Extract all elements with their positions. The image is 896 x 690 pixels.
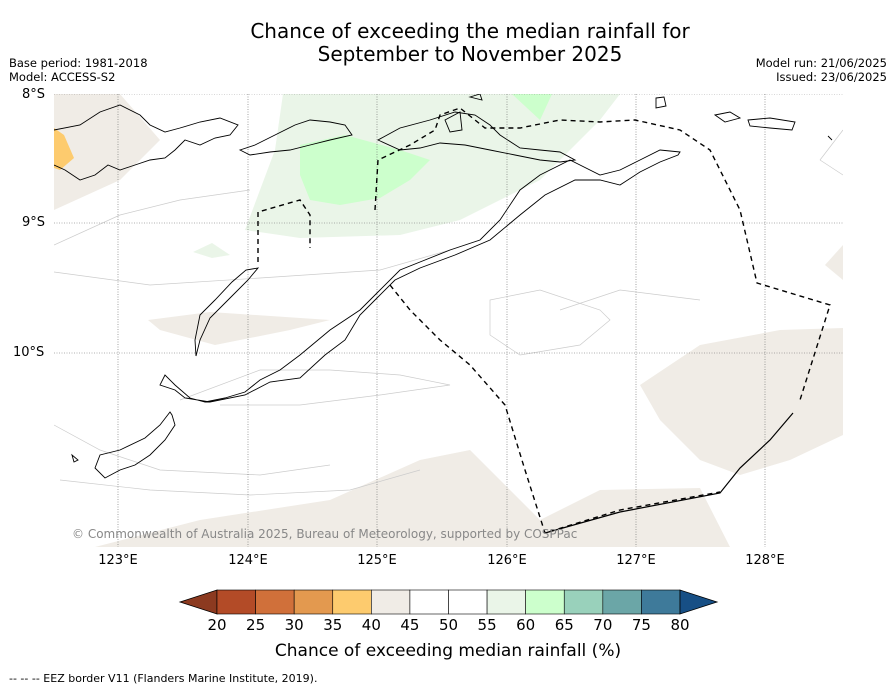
- colorbar-tick-label: 30: [284, 616, 304, 634]
- model-name: Model: ACCESS-S2: [9, 70, 116, 84]
- title-line-1: Chance of exceeding the median rainfall …: [250, 19, 690, 43]
- atauro-island: [468, 94, 483, 101]
- eez-border-solid: [544, 412, 794, 534]
- leti-island: [713, 111, 742, 123]
- contour-lines: [54, 129, 843, 496]
- region-40-45-center: [148, 312, 330, 345]
- rote-island: [94, 411, 176, 479]
- colorbar-tick-label: 25: [246, 616, 266, 634]
- region-55-60-small: [193, 243, 230, 258]
- lakor-islet: [827, 135, 833, 141]
- timor-island: [159, 149, 681, 403]
- base-period: Base period: 1981-2018: [9, 56, 148, 70]
- eez-border: [257, 107, 831, 534]
- lat-label-8s: 8°S: [22, 87, 46, 102]
- colorbar-tick-label: 20: [207, 616, 227, 634]
- map-title: Chance of exceeding the median rainfall …: [150, 20, 790, 66]
- lat-label-10s: 10°S: [13, 345, 45, 360]
- colorbar-tick-label: 45: [400, 616, 420, 634]
- lon-label-126e: 126°E: [487, 553, 527, 568]
- colorbar-tick-label: 35: [323, 616, 343, 634]
- colorbar-tick-label: 70: [593, 616, 613, 634]
- region-40-45-south: [95, 450, 730, 547]
- babar-islet: [655, 96, 667, 109]
- meta-left: Base period: 1981-2018 Model: ACCESS-S2: [9, 56, 148, 84]
- footer-note: -- -- -- EEZ border V11 (Flanders Marine…: [9, 672, 318, 685]
- moa-island: [747, 117, 796, 131]
- region-60-65-northeast: [512, 94, 552, 120]
- lon-label-128e: 128°E: [745, 553, 785, 568]
- colorbar-tick-label: 55: [477, 616, 497, 634]
- coastlines: [54, 94, 833, 479]
- colorbar-tick-label: 75: [631, 616, 651, 634]
- meta-right: Model run: 21/06/2025 Issued: 23/06/2025: [756, 56, 887, 84]
- issued-date: Issued: 23/06/2025: [776, 70, 887, 84]
- lon-label-124e: 124°E: [228, 553, 268, 568]
- model-run: Model run: 21/06/2025: [755, 56, 887, 70]
- region-40-45-southeast: [640, 328, 843, 475]
- colorbar-tick-label: 65: [554, 616, 574, 634]
- lon-label-127e: 127°E: [616, 553, 656, 568]
- ndao-islet: [71, 453, 79, 463]
- alor-island: [238, 119, 353, 156]
- colorbar-tick-label: 50: [438, 616, 459, 634]
- colorbar-tick-label: 40: [361, 616, 381, 634]
- flores-coast: [54, 104, 239, 181]
- lat-label-9s: 9°S: [22, 215, 46, 230]
- colorbar-tick-label: 80: [670, 616, 690, 634]
- lon-label-125e: 125°E: [357, 553, 397, 568]
- region-40-45-east: [825, 245, 843, 280]
- region-60-65-north: [300, 135, 430, 205]
- islet-north: [444, 111, 463, 133]
- region-35-40-northwest: [54, 128, 74, 170]
- region-40-45-northwest: [54, 94, 160, 210]
- colorbar-title: Chance of exceeding median rainfall (%): [274, 641, 622, 661]
- colorbar-tick-label: 60: [516, 616, 536, 634]
- timor-west-tip: [194, 267, 260, 357]
- copyright-notice: © Commonwealth of Australia 2025, Bureau…: [72, 527, 578, 541]
- lon-label-123e: 123°E: [98, 553, 138, 568]
- title-line-2: September to November 2025: [317, 42, 623, 66]
